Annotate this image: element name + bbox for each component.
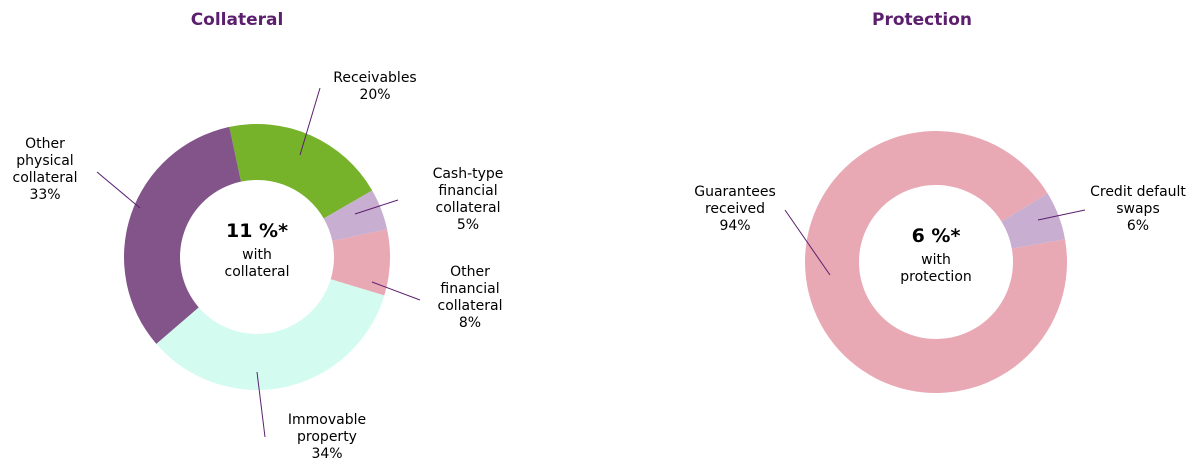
donut-slice (156, 279, 385, 390)
slice-label: Other financial collateral (438, 264, 503, 314)
donut-slice (124, 126, 241, 344)
slice-value-label: 5% (457, 217, 479, 233)
slice-label: Receivables (333, 70, 416, 86)
donut-slice (330, 229, 391, 296)
slice-value-label: 6% (1127, 218, 1149, 234)
leader-line (371, 281, 421, 301)
slice-value-label: 34% (311, 446, 342, 462)
donut-slice (804, 131, 1067, 394)
slice-label: Guarantees received (694, 184, 776, 217)
center-sublabel: with collateral (225, 247, 290, 280)
slice-label: Cash-type financial collateral (433, 166, 504, 216)
slice-value-label: 94% (719, 218, 750, 234)
leader-line (1037, 209, 1086, 221)
chart-title: Protection (872, 10, 972, 30)
leader-line (96, 171, 141, 209)
donut-slice (229, 124, 373, 219)
center-label: 6 %* (912, 225, 961, 247)
center-sublabel: with protection (900, 252, 972, 285)
slice-label: Other physical collateral (13, 136, 78, 186)
leader-line (784, 209, 831, 276)
chart-title: Collateral (191, 10, 284, 30)
slice-value-label: 20% (359, 87, 390, 103)
leader-line (299, 87, 321, 156)
leader-line (354, 199, 399, 215)
center-label: 11 %* (226, 220, 288, 242)
slice-value-label: 8% (459, 315, 481, 331)
donut-slice (323, 190, 388, 241)
leader-line (256, 371, 266, 438)
donut-slice (1001, 193, 1066, 249)
slice-label: Credit default swaps (1090, 184, 1186, 217)
slice-label: Immovable property (288, 412, 366, 445)
slice-value-label: 33% (29, 187, 60, 203)
